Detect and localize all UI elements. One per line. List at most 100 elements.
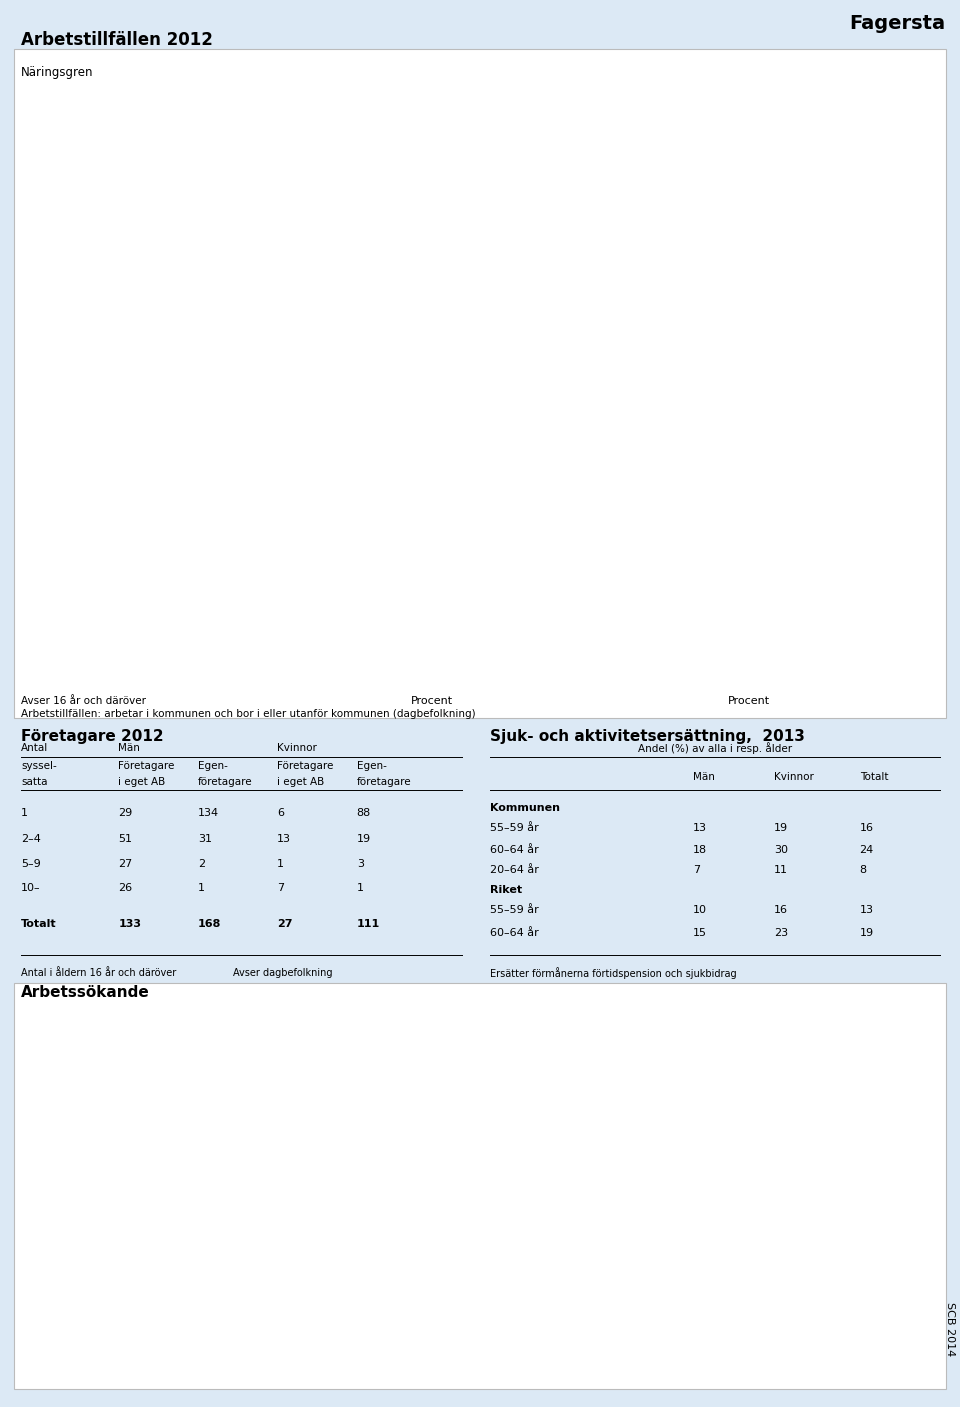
Text: Progr. m. aktivitetsstöd: Progr. m. aktivitetsstöd — [39, 1324, 164, 1334]
Text: 10: 10 — [316, 1272, 329, 1282]
Text: 3: 3 — [357, 858, 364, 868]
Text: 5: 5 — [207, 1150, 214, 1159]
Text: 5: 5 — [207, 1324, 214, 1334]
Title: Riket: Riket — [731, 75, 767, 87]
Text: 8: 8 — [607, 1097, 612, 1107]
Text: 13: 13 — [693, 823, 707, 833]
Text: 1: 1 — [357, 884, 364, 893]
Text: 8: 8 — [504, 1097, 511, 1107]
Text: Kv: Kv — [449, 1051, 462, 1062]
Text: 8: 8 — [397, 1272, 404, 1282]
Text: 202 296: 202 296 — [607, 1376, 649, 1386]
Text: 8: 8 — [859, 865, 867, 875]
Text: 4: 4 — [449, 1150, 456, 1159]
Text: Företagare: Företagare — [118, 761, 175, 771]
Text: 7: 7 — [607, 1272, 612, 1282]
Bar — [283, 622, 295, 646]
Text: 3: 3 — [788, 1299, 794, 1309]
Text: företagare: företagare — [198, 777, 252, 787]
Text: 3: 3 — [697, 1150, 704, 1159]
Text: 10: 10 — [207, 1272, 220, 1282]
Text: 4: 4 — [397, 1150, 404, 1159]
Text: 10: 10 — [207, 1097, 220, 1107]
Text: Procent: Procent — [728, 696, 770, 706]
Text: 7: 7 — [788, 1272, 794, 1282]
Text: Jordbruk, skogsbruk och fiske: Jordbruk, skogsbruk och fiske — [127, 516, 280, 526]
Text: 133: 133 — [118, 919, 141, 929]
Text: 4: 4 — [607, 1299, 612, 1309]
Text: 8: 8 — [504, 1272, 511, 1282]
Text: 6 566: 6 566 — [397, 1202, 427, 1211]
Text: 4: 4 — [504, 1150, 511, 1159]
Text: Kvinnor: Kvinnor — [277, 743, 317, 753]
Text: 9: 9 — [316, 1097, 323, 1107]
Text: 12 284: 12 284 — [504, 1202, 540, 1211]
Text: 4: 4 — [449, 1299, 456, 1309]
Text: 4: 4 — [504, 1123, 511, 1133]
Text: Antal 20–64 år: Antal 20–64 år — [39, 1376, 115, 1386]
Text: Arbetstillfällen 2012: Arbetstillfällen 2012 — [21, 31, 213, 49]
Bar — [612, 322, 630, 346]
Bar — [612, 622, 618, 646]
Text: Män: Män — [693, 772, 714, 782]
Text: 7: 7 — [693, 865, 700, 875]
Text: 25: 25 — [207, 1175, 221, 1185]
Bar — [307, 173, 331, 197]
Text: Kv: Kv — [261, 1051, 275, 1062]
Text: 3: 3 — [788, 1324, 794, 1334]
Text: företagare: företagare — [357, 777, 412, 787]
Text: 3: 3 — [697, 1299, 704, 1309]
Text: 5: 5 — [316, 1150, 323, 1159]
Text: 366: 366 — [207, 1376, 227, 1386]
Text: Företagare 2012: Företagare 2012 — [21, 729, 164, 744]
Text: Därav 20–24 år: Därav 20–24 år — [39, 1175, 119, 1185]
Bar — [600, 210, 641, 235]
Text: mars 2014: mars 2014 — [39, 1251, 106, 1261]
Text: 21: 21 — [316, 1351, 329, 1361]
Text: 9: 9 — [261, 1272, 268, 1282]
Text: 13: 13 — [859, 906, 874, 916]
Bar — [600, 322, 612, 346]
Text: 10: 10 — [788, 1351, 801, 1361]
Text: 4: 4 — [449, 1123, 456, 1133]
Text: 11 594: 11 594 — [504, 1376, 540, 1386]
Text: Män: Män — [118, 743, 140, 753]
Bar — [600, 135, 684, 159]
Text: 15: 15 — [693, 927, 707, 937]
Text: 3: 3 — [607, 1150, 612, 1159]
Text: 367 907: 367 907 — [788, 1376, 830, 1386]
Text: Procent: Procent — [411, 696, 453, 706]
Text: Tot: Tot — [316, 1051, 331, 1062]
Bar — [283, 435, 289, 459]
Text: 9: 9 — [261, 1097, 268, 1107]
Bar — [289, 248, 337, 272]
Text: 31: 31 — [198, 834, 212, 844]
Bar — [289, 471, 295, 497]
Text: 4: 4 — [607, 1123, 612, 1133]
Bar — [283, 248, 289, 272]
Text: 13: 13 — [449, 1175, 463, 1185]
Bar — [618, 471, 636, 497]
Bar — [283, 173, 307, 197]
Text: 20–64 år: 20–64 år — [490, 865, 539, 875]
Title: Kommunen: Kommunen — [393, 75, 471, 87]
Text: 6: 6 — [277, 808, 284, 817]
Text: 6: 6 — [697, 1097, 704, 1107]
Bar — [283, 322, 295, 346]
Text: Fastighetsverksamhet: Fastighetsverksamhet — [165, 591, 280, 601]
Text: 51: 51 — [118, 834, 132, 844]
Text: syssel-: syssel- — [21, 761, 57, 771]
Bar — [624, 98, 755, 122]
Text: 5–9: 5–9 — [21, 858, 41, 868]
Text: 88: 88 — [357, 808, 371, 817]
Text: 24: 24 — [207, 1351, 221, 1361]
Text: i eget AB: i eget AB — [277, 777, 324, 787]
Text: Andel (%) av alla i respektive åldersgrupp: Andel (%) av alla i respektive åldersgru… — [184, 1006, 403, 1017]
Text: 18: 18 — [261, 1175, 275, 1185]
Text: 8: 8 — [449, 1272, 456, 1282]
Text: 650: 650 — [316, 1202, 336, 1211]
Bar — [283, 658, 289, 682]
Text: 3: 3 — [607, 1324, 612, 1334]
Text: 134: 134 — [198, 808, 219, 817]
Text: 13: 13 — [277, 834, 291, 844]
